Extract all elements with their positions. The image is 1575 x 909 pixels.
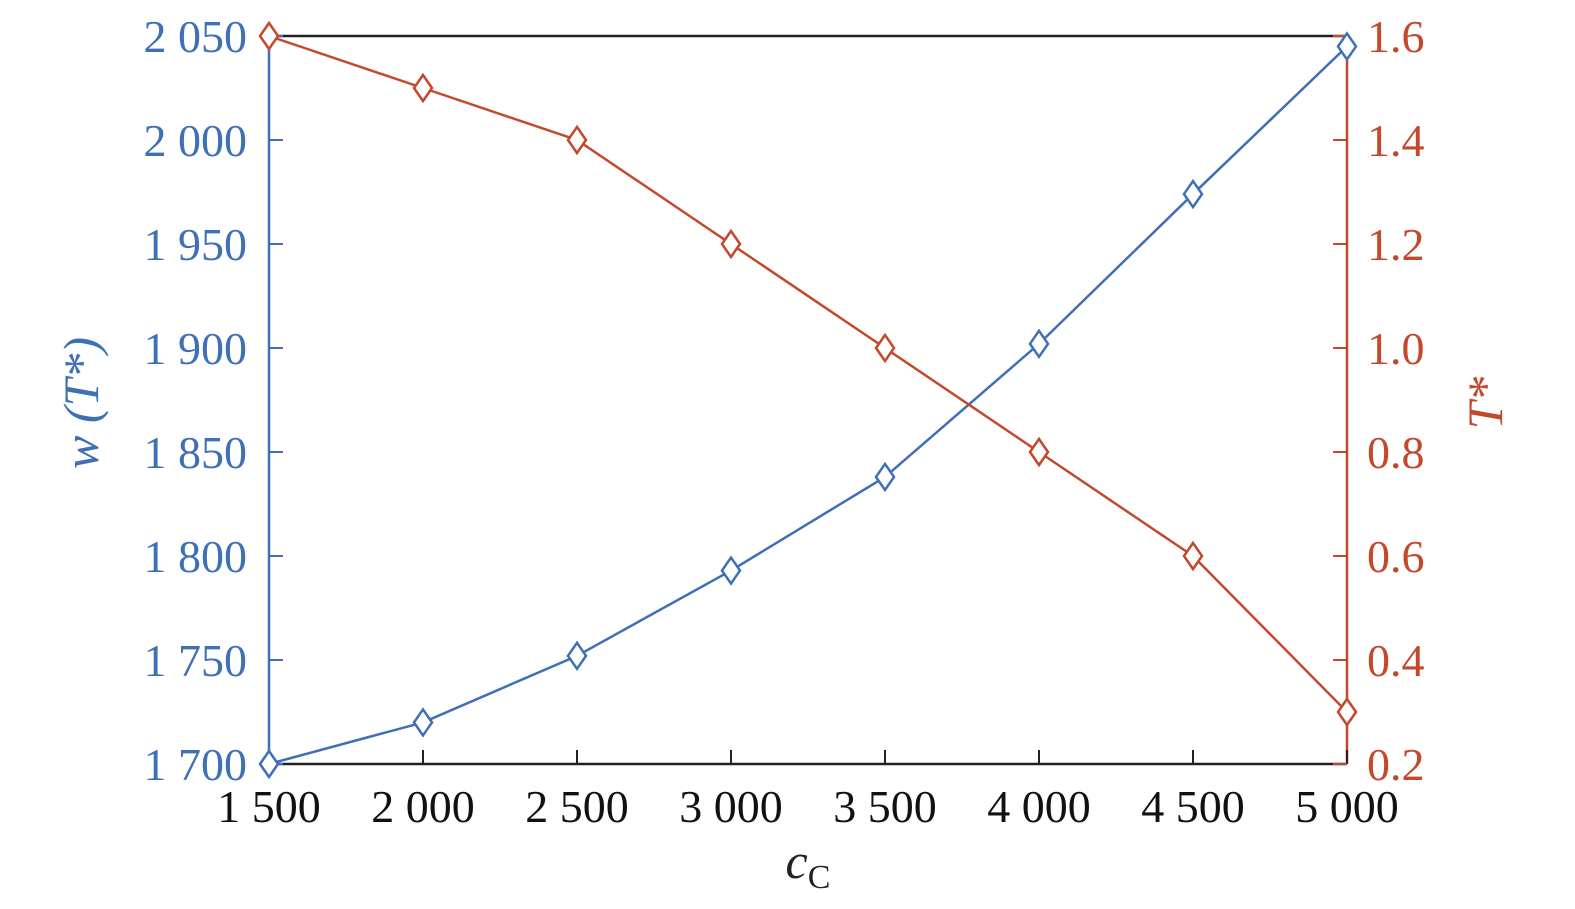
x-tick-label: 2 000 — [371, 781, 475, 832]
x-tick-label: 3 500 — [833, 781, 937, 832]
series-line — [268, 34, 1348, 713]
y-right-tick-label: 0.2 — [1367, 739, 1425, 790]
y-right-tick-label: 0.4 — [1367, 635, 1425, 686]
x-axis-title-main: c — [786, 833, 808, 889]
data-point-marker — [1336, 31, 1358, 62]
y-left-tick-label: 2 050 — [144, 11, 248, 62]
data-point-marker — [874, 461, 896, 493]
y-right-tick-label: 1.2 — [1367, 219, 1425, 270]
x-tick-label: 2 500 — [525, 781, 629, 832]
data-point-marker — [1182, 178, 1204, 210]
data-point-marker — [258, 748, 280, 780]
data-point-marker — [566, 640, 588, 672]
y-right-tick-label: 1.0 — [1367, 323, 1425, 374]
series-layer — [258, 20, 1358, 780]
y-left-tick-label: 1 950 — [144, 219, 248, 270]
data-point-marker — [412, 72, 434, 104]
series-line — [268, 45, 1348, 766]
data-point-marker — [412, 707, 434, 738]
labels: cC w (T*) T* — [53, 337, 1513, 896]
x-tick-label: 5 000 — [1295, 781, 1399, 832]
y-left-tick-label: 1 700 — [144, 739, 248, 790]
data-point-marker — [720, 555, 742, 586]
y-right-tick-label: 1.6 — [1367, 11, 1425, 62]
data-point-marker — [1028, 436, 1050, 468]
y-right-tick-label: 1.4 — [1367, 115, 1425, 166]
y-left-axis-title: w (T*) — [53, 337, 109, 469]
x-tick-label: 3 000 — [679, 781, 783, 832]
y-right-tick-label: 0.8 — [1367, 427, 1425, 478]
data-point-marker — [566, 124, 588, 156]
x-axis-title-sub: C — [808, 859, 831, 896]
y-left-tick-label: 1 800 — [144, 531, 248, 582]
y-right-axis-title: T* — [1457, 377, 1513, 430]
x-axis-title: cC — [786, 833, 831, 896]
y-left-tick-label: 1 850 — [144, 427, 248, 478]
y-left-tick-label: 1 900 — [144, 323, 248, 374]
data-point-marker — [1336, 696, 1358, 728]
data-point-marker — [874, 332, 896, 364]
axes: 1 500 2 000 2 500 3 000 3 500 4 000 4 500 5 000… — [144, 11, 1425, 832]
series-w — [258, 31, 1358, 780]
y-left-tick-label: 2 000 — [144, 115, 248, 166]
y-right-tick-label: 0.6 — [1367, 531, 1425, 582]
series-t — [258, 20, 1358, 728]
data-point-marker — [1028, 328, 1050, 360]
data-point-marker — [720, 228, 742, 260]
x-tick-label: 4 000 — [987, 781, 1091, 832]
x-tick-label: 4 500 — [1141, 781, 1245, 832]
data-point-marker — [1182, 540, 1204, 572]
data-point-marker — [258, 20, 280, 52]
x-tick-label: 1 500 — [217, 781, 321, 832]
y-left-tick-label: 1 750 — [144, 635, 248, 686]
